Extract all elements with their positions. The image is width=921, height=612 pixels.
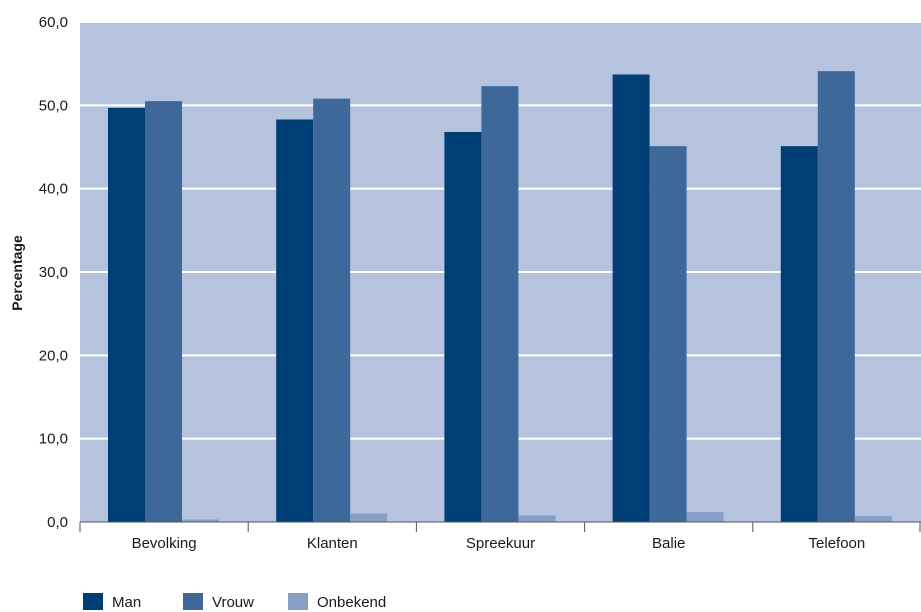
bar-vrouw-spreekuur <box>481 86 519 523</box>
bar-onbekend-spreekuur <box>518 515 556 522</box>
y-tick-label: 0,0 <box>47 514 68 531</box>
bar-vrouw-bevolking <box>145 101 182 523</box>
y-tick-labels: 0,0 10,0 20,0 30,0 40,0 50,0 60,0 <box>39 14 68 531</box>
x-tick-label: Balie <box>652 535 685 552</box>
bar-man-klanten <box>276 119 314 522</box>
bar-onbekend-telefoon <box>854 516 892 522</box>
y-tick-label: 50,0 <box>39 97 68 114</box>
x-tick-label: Spreekuur <box>466 535 535 552</box>
bar-man-telefoon <box>780 146 818 522</box>
x-tick-label: Klanten <box>307 535 358 552</box>
legend-label-man: Man <box>112 594 141 611</box>
bar-onbekend-bevolking <box>182 519 219 522</box>
bar-man-balie <box>612 74 650 522</box>
bar-vrouw-telefoon <box>817 71 855 523</box>
legend-swatch-man <box>83 593 103 610</box>
bar-vrouw-klanten <box>313 98 351 523</box>
x-tick-label: Telefoon <box>809 535 866 552</box>
y-tick-label: 10,0 <box>39 431 68 448</box>
legend-label-vrouw: Vrouw <box>212 594 254 611</box>
x-tick-labels: Bevolking Klanten Spreekuur Balie Telefoon <box>132 535 866 552</box>
bar-onbekend-balie <box>686 512 724 522</box>
y-axis-title: Percentage <box>9 235 25 311</box>
bar-onbekend-klanten <box>350 513 388 522</box>
y-tick-label: 40,0 <box>39 181 68 198</box>
bar-man-bevolking <box>108 107 145 522</box>
legend: Man Vrouw Onbekend <box>83 593 386 611</box>
bar-vrouw-balie <box>649 146 687 522</box>
y-tick-label: 20,0 <box>39 347 68 364</box>
bar-man-spreekuur <box>444 132 482 522</box>
bars <box>108 71 892 523</box>
legend-label-onbekend: Onbekend <box>317 594 386 611</box>
legend-swatch-onbekend <box>288 593 308 610</box>
legend-swatch-vrouw <box>183 593 203 610</box>
axes <box>79 521 921 532</box>
y-tick-label: 60,0 <box>39 14 68 31</box>
y-tick-label: 30,0 <box>39 264 68 281</box>
x-tick-label: Bevolking <box>132 535 197 552</box>
